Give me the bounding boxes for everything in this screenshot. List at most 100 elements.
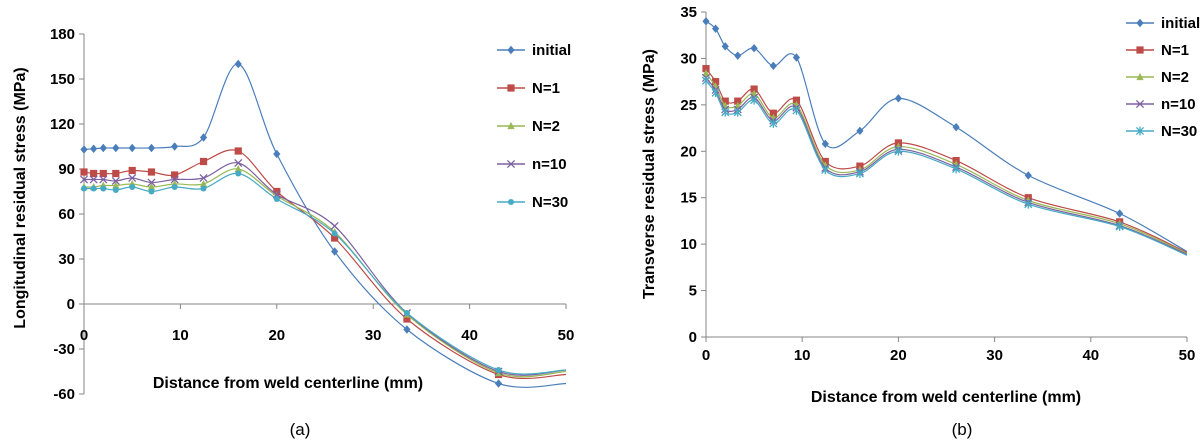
chart-a-data-point (99, 175, 108, 184)
chart-b-y-tick-label: 25 (680, 97, 697, 114)
chart-a-series-line (83, 149, 567, 380)
chart-a-data-point (112, 181, 120, 189)
chart-b-x-tick-label: 30 (986, 347, 1003, 364)
chart-a-data-point (100, 185, 107, 192)
chart-a-y-tick-label: 60 (58, 206, 75, 223)
chart-a-data-point (199, 157, 208, 166)
chart-a-y-tick-label: 30 (58, 251, 75, 268)
chart-a-data-point (331, 234, 339, 242)
chart-a-data-point (171, 184, 178, 190)
chart-b-data-point (750, 44, 758, 53)
chart-b-data-point (750, 95, 759, 105)
chart-a-data-point (234, 59, 242, 69)
chart-b-xlabel: Distance from weld centerline (mm) (811, 389, 1081, 406)
chart-a-data-point (200, 185, 207, 192)
chart-a-data-point (273, 196, 280, 202)
chart-b-data-point (769, 61, 777, 71)
chart-b-data-point (894, 146, 903, 156)
chart-a-data-point (147, 182, 156, 191)
chart-b-ylabel: Transverse residual stress (MPa) (641, 49, 658, 299)
chart-b-x-tick-label: 20 (890, 347, 907, 364)
chart-a-data-point (99, 143, 107, 153)
chart-a-data-point (494, 379, 503, 388)
chart-a-data-point (80, 168, 88, 176)
chart-b-y-tick-label: 0 (689, 329, 697, 346)
chart-b-data-point (734, 97, 742, 105)
chart-b-data-point (856, 126, 864, 136)
chart-a-data-point (170, 175, 179, 184)
chart-a-data-point (330, 221, 339, 231)
chart-b-x-tick-label: 40 (1082, 347, 1099, 364)
chart-b-data-point (821, 139, 829, 149)
chart-a-legend-label: N=30 (532, 194, 568, 211)
chart-b-data-point (734, 51, 742, 60)
chart-a-y-tick-label: 180 (50, 26, 75, 43)
chart-a-data-point (234, 147, 242, 155)
chart-a-data-point (79, 175, 89, 184)
chart-a-x-tick-label: 0 (80, 327, 88, 344)
chart-b-data-point (1024, 199, 1033, 209)
chart-b-y-tick-label: 5 (689, 283, 697, 300)
chart-a-data-point (81, 185, 87, 192)
chart-b-data-point (769, 109, 777, 117)
chart-a-ylabel: Longitudinal residual stress (MPa) (12, 67, 29, 328)
chart-a-data-point (129, 184, 136, 190)
chart-a-x-tick-label: 50 (558, 327, 575, 344)
chart-b-legend-marker (1135, 99, 1145, 109)
chart-a-data-point (90, 144, 98, 153)
chart-b-series-n-1: N=1 (702, 42, 1189, 254)
chart-a-data-point (234, 158, 243, 168)
chart-a-legend-marker (508, 199, 514, 205)
chart-b-data-point (894, 94, 902, 103)
chart-b-series-line (705, 77, 1188, 255)
chart-b-data-point (702, 65, 710, 73)
chart-a-data-point (128, 166, 136, 175)
chart-b-data-point (701, 76, 711, 86)
chart-a-data-point (403, 310, 410, 316)
chart-a-series-n-2: N=2 (80, 118, 567, 378)
chart-a-data-point (331, 230, 338, 237)
chart-a-data-point (235, 170, 242, 177)
chart-a-xlabel: Distance from weld centerline (mm) (153, 375, 423, 392)
chart-b-data-point (1116, 209, 1124, 218)
chart-a-series-initial: initial (80, 42, 571, 388)
chart-a-data-point (171, 142, 179, 151)
chart-b-x-tick-label: 0 (702, 347, 710, 364)
chart-b-data-point (821, 165, 830, 175)
chart-b-data-point (792, 96, 801, 104)
chart-a-x-tick-label: 10 (172, 327, 189, 344)
chart-b-series-n-30: N=30 (701, 76, 1197, 256)
chart-b-data-point (855, 169, 864, 178)
chart-b-series-initial: initial (702, 15, 1200, 253)
chart-b-y-tick-label: 20 (680, 143, 697, 160)
chart-a-legend-marker (506, 159, 516, 169)
chart-b-legend-label: N=1 (1161, 42, 1189, 59)
chart-a-data-point (234, 164, 242, 173)
chart-b-data-point (721, 42, 729, 51)
chart-a-x-tick-label: 30 (365, 327, 382, 344)
chart-b-data-point (712, 24, 720, 33)
chart-a-legend-label: N=1 (532, 80, 560, 97)
chart-a-series-n-30: N=30 (81, 170, 568, 375)
chart-b-legend-label: N=2 (1161, 69, 1189, 86)
chart-b-y-tick-label: 35 (680, 4, 697, 21)
chart-a-series-line (83, 168, 567, 378)
chart-b-data-point (1115, 222, 1124, 231)
chart-b-legend-label: initial (1161, 15, 1200, 32)
chart-b-data-point (792, 53, 801, 62)
chart-b-data-point (721, 107, 730, 117)
chart-a-longitudinal: Longitudinal residual stress (MPa) Dista… (12, 26, 574, 439)
chart-a-data-point (128, 143, 136, 153)
chart-b-data-point (750, 85, 758, 93)
chart-a-y-tick-label: 150 (50, 71, 75, 88)
chart-a-legend-label: n=10 (532, 156, 567, 173)
chart-b-legend-marker (1136, 18, 1144, 28)
chart-b-data-point (702, 17, 710, 26)
chart-a-data-point (403, 325, 411, 334)
chart-b-x-tick-label: 50 (1179, 347, 1196, 364)
chart-a-series-n-1: N=1 (80, 80, 567, 380)
chart-a-data-point (171, 171, 179, 179)
chart-a-y-tick-label: -60 (53, 386, 75, 403)
chart-a-legend-marker (507, 45, 515, 55)
